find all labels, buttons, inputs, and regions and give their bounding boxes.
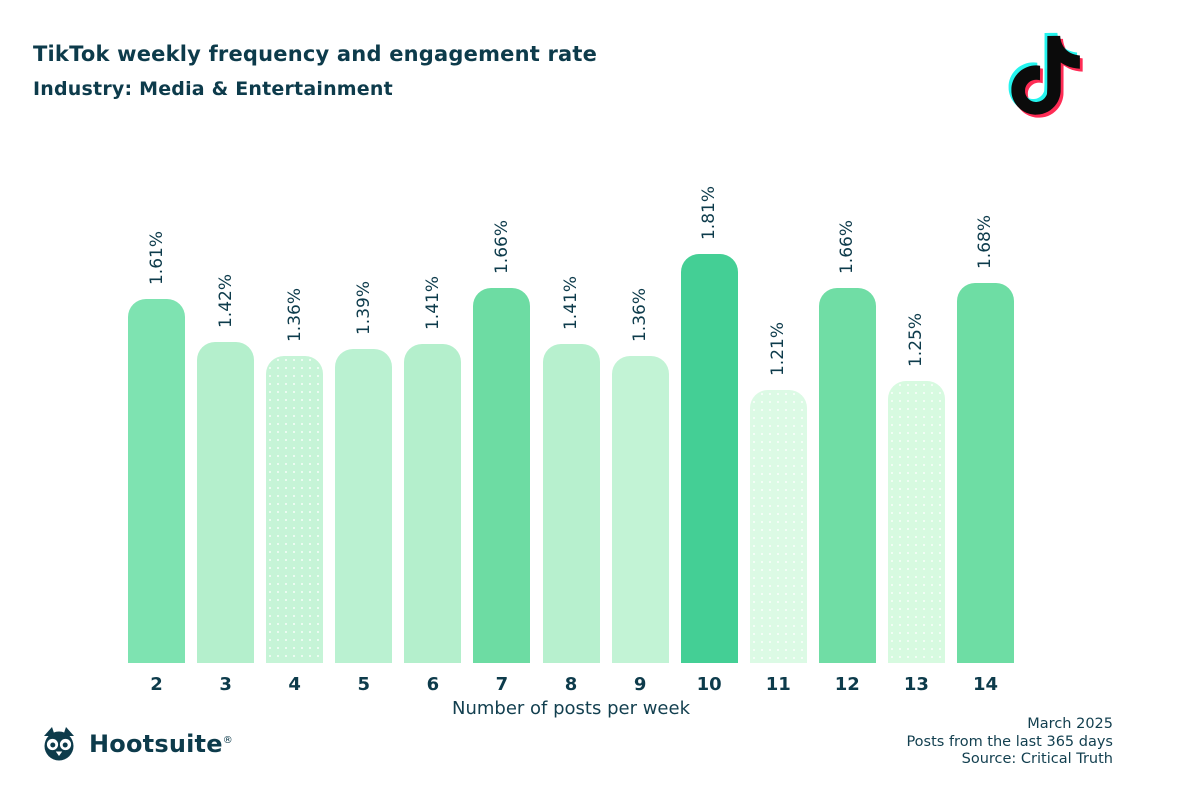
bar bbox=[542, 344, 600, 663]
x-tick-label: 2 bbox=[150, 674, 163, 695]
x-tick-label: 12 bbox=[834, 674, 860, 695]
bar-value-label: 1.36% bbox=[284, 287, 305, 342]
x-tick-label: 13 bbox=[903, 674, 929, 695]
bar-value-label: 1.25% bbox=[906, 312, 927, 367]
bar-value-label: 1.41% bbox=[422, 275, 443, 330]
bar-value-label: 1.66% bbox=[837, 219, 858, 274]
bar bbox=[404, 344, 462, 663]
bar-cell: 1.42% 3 bbox=[191, 158, 260, 695]
bar-value-label: 1.61% bbox=[146, 230, 167, 285]
x-tick-label: 9 bbox=[633, 674, 647, 695]
tiktok-note-icon bbox=[1008, 32, 1083, 118]
bar-cell: 1.25% 13 bbox=[882, 158, 951, 695]
page-title: TikTok weekly frequency and engagement r… bbox=[33, 42, 598, 66]
bar bbox=[749, 390, 807, 663]
x-axis-title: Number of posts per week bbox=[452, 698, 690, 719]
bar-cell: 1.39% 5 bbox=[329, 158, 398, 695]
bar bbox=[887, 381, 945, 663]
bar-cell: 1.66% 12 bbox=[813, 158, 882, 695]
bar bbox=[266, 356, 324, 663]
bar-value-label: 1.81% bbox=[699, 185, 720, 240]
bar-cell: 1.36% 9 bbox=[606, 158, 675, 695]
source-credit: Source: Critical Truth bbox=[961, 751, 1113, 767]
bar bbox=[473, 288, 531, 663]
source-date: March 2025 bbox=[1027, 716, 1113, 732]
x-tick-label: 3 bbox=[219, 674, 232, 695]
hootsuite-logo: Hootsuite® bbox=[38, 724, 233, 764]
x-tick-label: 7 bbox=[495, 674, 509, 695]
registered-mark: ® bbox=[222, 735, 233, 746]
bar-value-label: 1.36% bbox=[630, 287, 651, 342]
source-range: Posts from the last 365 days bbox=[906, 733, 1113, 750]
bar-chart: 1.61% 2 1.42% 3 1.36% 4 1.39% 5 1.41% 6 1.66% 7 1.41… bbox=[122, 158, 1020, 695]
bar-cell: 1.41% 6 bbox=[398, 158, 467, 695]
bar-value-label: 1.68% bbox=[975, 214, 996, 269]
bar-value-label: 1.66% bbox=[491, 219, 512, 274]
bar-cell: 1.68% 14 bbox=[951, 158, 1020, 695]
bar-cell: 1.66% 7 bbox=[467, 158, 536, 695]
bar-cell: 1.21% 11 bbox=[744, 158, 813, 695]
x-tick-label: 5 bbox=[357, 674, 371, 695]
bar-value-label: 1.42% bbox=[215, 273, 236, 328]
bar-value-label: 1.41% bbox=[561, 275, 581, 330]
page-subtitle: Industry: Media & Entertainment bbox=[33, 78, 393, 100]
bar-value-label: 1.21% bbox=[768, 321, 789, 376]
bar-cell: 1.41% 8 bbox=[536, 158, 605, 695]
source-info: March 2025 Posts from the last 365 days … bbox=[906, 716, 1113, 769]
bar bbox=[956, 283, 1014, 663]
bar bbox=[818, 288, 876, 663]
bar bbox=[680, 254, 738, 663]
x-tick-label: 4 bbox=[288, 674, 301, 695]
bar bbox=[197, 342, 255, 663]
header: TikTok weekly frequency and engagement r… bbox=[33, 42, 597, 100]
x-tick-label: 11 bbox=[765, 674, 791, 695]
hootsuite-wordmark: Hootsuite® bbox=[89, 730, 233, 758]
bar-cell: 1.36% 4 bbox=[260, 158, 329, 695]
bar bbox=[611, 356, 669, 663]
hootsuite-owl-icon bbox=[44, 727, 74, 761]
bar bbox=[335, 349, 393, 663]
x-tick-label: 6 bbox=[426, 674, 440, 695]
bar-cell: 1.81% 10 bbox=[675, 158, 744, 695]
bar bbox=[128, 299, 186, 663]
x-tick-label: 10 bbox=[696, 674, 722, 695]
bar-cell: 1.61% 2 bbox=[122, 158, 191, 695]
x-tick-label: 8 bbox=[564, 674, 578, 695]
bar-value-label: 1.39% bbox=[353, 280, 374, 335]
x-tick-label: 14 bbox=[972, 674, 998, 695]
